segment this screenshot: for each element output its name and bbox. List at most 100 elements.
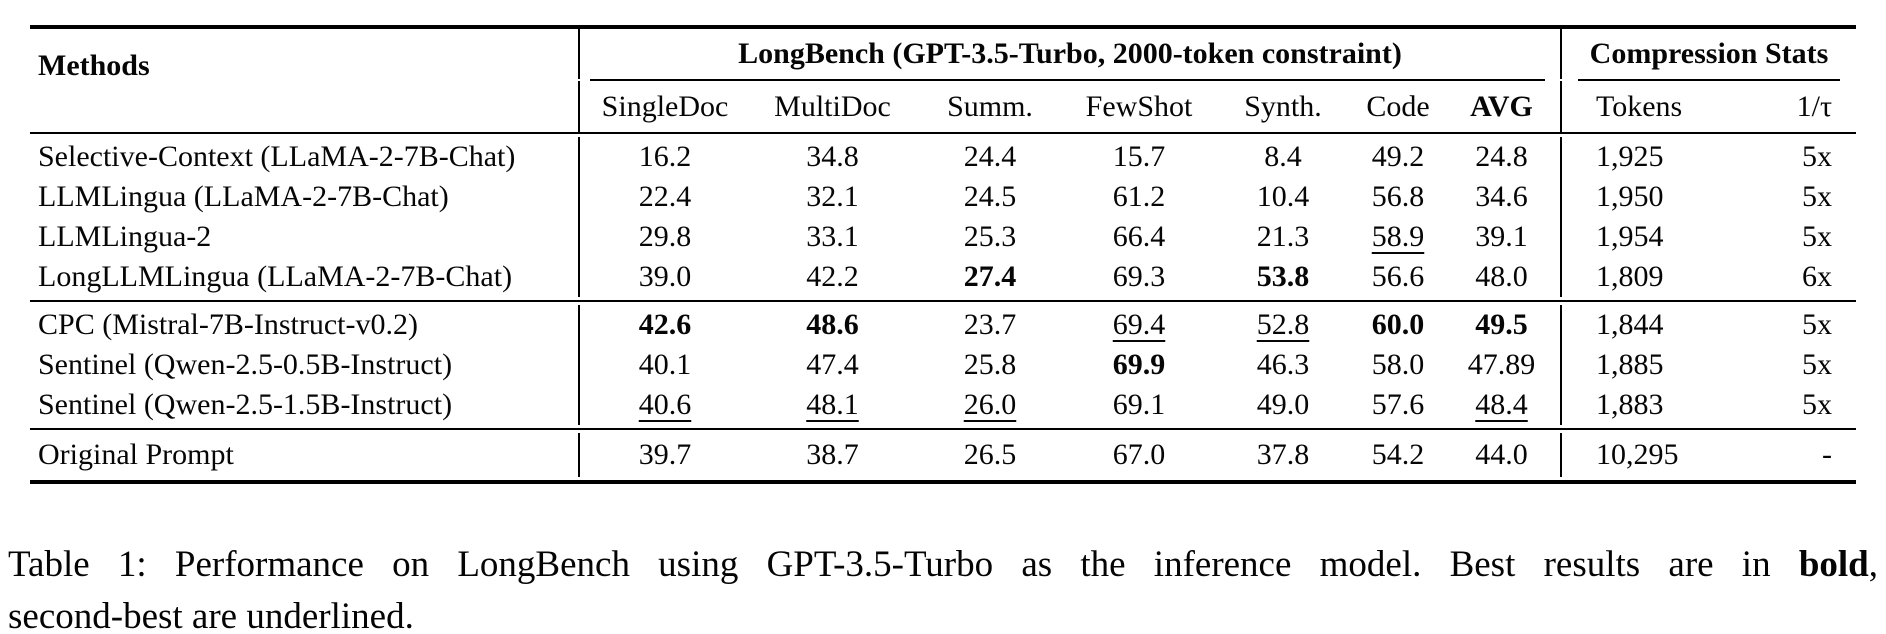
value-cell-code: 57.6 [1371,388,1425,421]
value-cell-tokens: 10,295 [1560,433,1695,477]
results-table: LongBench (GPT-3.5-Turbo, 2000-token con… [30,25,1856,484]
value-cell-singledoc: 16.2 [578,137,750,177]
value-cell-multidoc: 38.7 [806,438,859,471]
method-cell: LongLLMLingua (LLaMA-2-7B-Chat) [38,260,513,293]
group-header-compression-label: Compression Stats [1589,37,1829,70]
value-cell-fewshot: 15.7 [1112,140,1166,173]
column-headers-row: SingleDoc MultiDoc Summ. FewShot Synth. Code A… [30,81,1856,132]
value-cell-summ: 23.7 [963,308,1017,341]
value-cell-summ: 24.4 [963,140,1017,173]
value-cell-multidoc: 42.2 [806,260,859,293]
col-header-methods-label: Methods [38,49,150,82]
value-cell-synth: 21.3 [1256,220,1310,253]
value-cell-avg: 44.0 [1475,438,1528,471]
col-header-1: 1/τ [1796,89,1832,123]
value-cell-avg: 48.4 [1475,388,1528,421]
group-header-compression: Compression Stats [1560,29,1856,79]
method-cell: Sentinel (Qwen-2.5-1.5B-Instruct) [38,388,453,421]
col-header-tokens: Tokens [1560,81,1695,132]
value-cell-fewshot: 69.4 [1112,308,1166,341]
value-cell-1: 5x [1802,140,1832,173]
value-cell-synth: 46.3 [1256,348,1310,381]
value-cell-synth: 52.8 [1256,308,1310,341]
value-cell-fewshot: 69.1 [1112,388,1166,421]
value-cell-fewshot: 66.4 [1112,220,1166,253]
row-group-3: Original Prompt 39.7 38.7 26.5 67.0 37.8 54.2 4… [30,430,1856,480]
col-header-code: Code [1366,89,1430,123]
table-row: LLMLingua-2 29.8 33.1 25.3 66.4 21.3 58.9 39.1 1… [30,217,1856,257]
group-midrule [30,300,1856,302]
value-cell-singledoc: 39.0 [578,257,750,297]
table-caption: Table 1: Performance on LongBench using … [8,539,1878,634]
value-cell-fewshot: 61.2 [1112,180,1166,213]
value-cell-avg: 34.6 [1475,180,1528,213]
value-cell-code: 56.6 [1371,260,1425,293]
table-body: Selective-Context (LLaMA-2-7B-Chat) 16.2 3… [30,134,1856,480]
value-cell-tokens: 1,925 [1560,137,1695,177]
value-cell-tokens: 1,844 [1560,305,1695,345]
method-cell: CPC (Mistral-7B-Instruct-v0.2) [38,308,418,341]
header-midrule [30,132,1856,134]
caption-segment: bold [1798,544,1869,585]
value-cell-singledoc: 22.4 [578,177,750,217]
group-header-row: LongBench (GPT-3.5-Turbo, 2000-token con… [30,29,1856,79]
table-row: Original Prompt 39.7 38.7 26.5 67.0 37.8 54.2 4… [30,433,1856,477]
col-header-methods: Methods [38,37,150,95]
value-cell-multidoc: 32.1 [806,180,859,213]
col-header-avg: AVG [1470,89,1533,123]
value-cell-fewshot: 69.3 [1112,260,1166,293]
value-cell-1: 5x [1802,180,1832,213]
value-cell-avg: 39.1 [1475,220,1528,253]
table-row: Selective-Context (LLaMA-2-7B-Chat) 16.2 3… [30,137,1856,177]
value-cell-avg: 49.5 [1475,308,1528,341]
table-row: LLMLingua (LLaMA-2-7B-Chat) 22.4 32.1 24.5 6… [30,177,1856,217]
value-cell-singledoc: 39.7 [578,433,750,477]
value-cell-1: 5x [1802,220,1832,253]
table-header: LongBench (GPT-3.5-Turbo, 2000-token con… [30,29,1856,132]
value-cell-tokens: 1,809 [1560,257,1695,297]
row-group-2: CPC (Mistral-7B-Instruct-v0.2) 42.6 48.6 23… [30,302,1856,428]
method-cell: Selective-Context (LLaMA-2-7B-Chat) [38,140,516,173]
value-cell-avg: 48.0 [1475,260,1528,293]
value-cell-synth: 37.8 [1256,438,1310,471]
value-cell-singledoc: 40.1 [578,345,750,385]
group-midrule [30,428,1856,430]
value-cell-multidoc: 34.8 [806,140,859,173]
value-cell-fewshot: 67.0 [1112,438,1166,471]
method-cell: LLMLingua (LLaMA-2-7B-Chat) [38,180,449,213]
value-cell-1: - [1822,438,1832,471]
value-cell-synth: 8.4 [1264,140,1302,173]
value-cell-code: 49.2 [1371,140,1425,173]
caption-segment: second-best are [8,596,247,634]
value-cell-tokens: 1,954 [1560,217,1695,257]
value-cell-multidoc: 48.6 [806,308,859,341]
value-cell-fewshot: 69.9 [1112,348,1166,381]
table-row: Sentinel (Qwen-2.5-1.5B-Instruct) 40.6 48.… [30,385,1856,425]
value-cell-code: 60.0 [1371,308,1425,341]
value-cell-multidoc: 33.1 [806,220,859,253]
value-cell-tokens: 1,950 [1560,177,1695,217]
table-bottomrule [30,480,1856,484]
value-cell-singledoc: 40.6 [578,385,750,425]
value-cell-multidoc: 48.1 [806,388,859,421]
method-cell: LLMLingua-2 [38,220,212,253]
caption-line-1: Table 1: Performance on LongBench using … [8,539,1878,591]
value-cell-singledoc: 29.8 [578,217,750,257]
value-cell-avg: 47.89 [1467,348,1536,381]
value-cell-synth: 53.8 [1256,260,1310,293]
value-cell-1: 5x [1802,348,1832,381]
cmidrule-longbench [590,79,1545,81]
value-cell-tokens: 1,883 [1560,385,1695,425]
value-cell-avg: 24.8 [1475,140,1528,173]
value-cell-code: 58.0 [1371,348,1425,381]
col-header-multidoc: MultiDoc [774,89,891,123]
value-cell-synth: 10.4 [1256,180,1310,213]
value-cell-tokens: 1,885 [1560,345,1695,385]
value-cell-summ: 25.3 [963,220,1017,253]
value-cell-multidoc: 47.4 [806,348,859,381]
value-cell-summ: 26.5 [963,438,1017,471]
table-row: CPC (Mistral-7B-Instruct-v0.2) 42.6 48.6 23… [30,305,1856,345]
value-cell-summ: 25.8 [963,348,1017,381]
caption-segment: , [1868,544,1878,585]
